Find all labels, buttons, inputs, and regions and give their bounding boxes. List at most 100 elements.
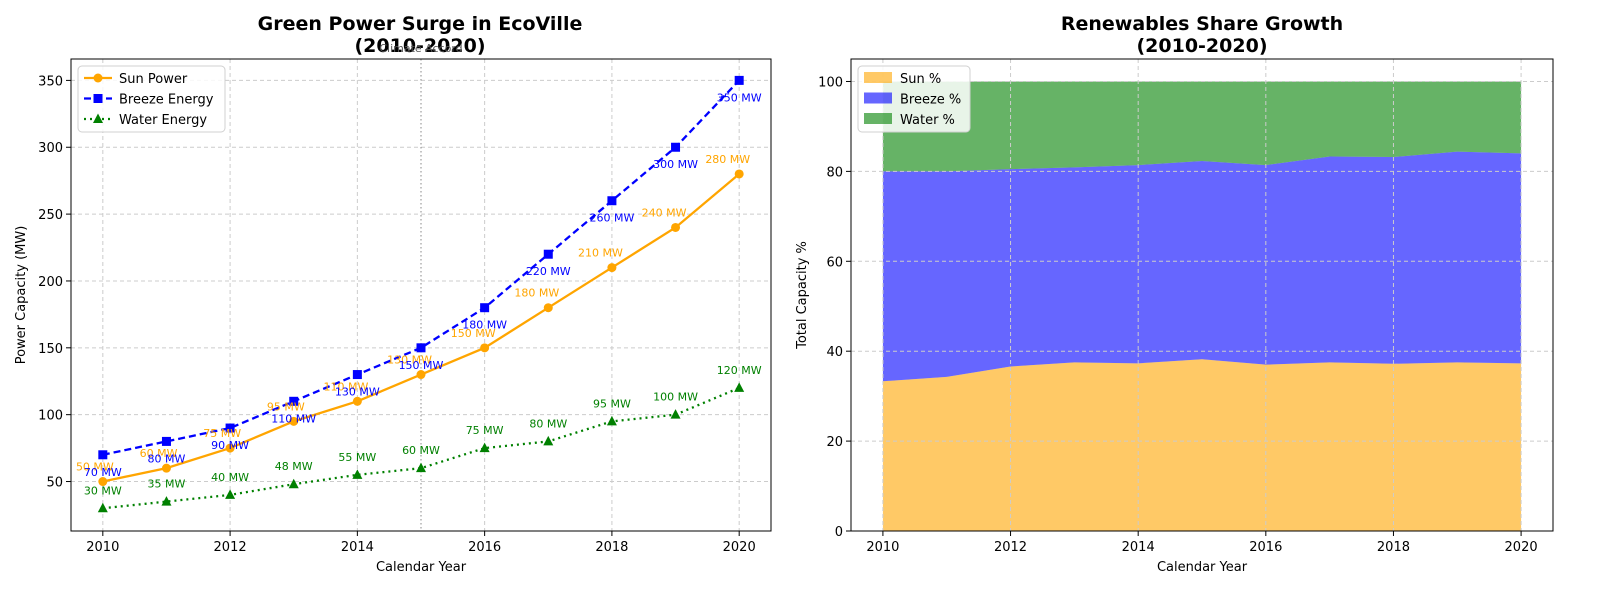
breeze-energy-point-2010 — [98, 450, 108, 460]
breeze-energy-point-2015 — [416, 343, 426, 353]
water-energy-label-2013: 48 MW — [275, 460, 313, 473]
breeze-energy-point-2012 — [225, 423, 235, 433]
breeze-energy-label-2019: 300 MW — [653, 158, 698, 171]
chart2-stacked-areas — [882, 81, 1522, 531]
sun-power-label-2012: 75 MW — [203, 427, 241, 440]
sun-legend-swatch — [864, 72, 892, 83]
chart2-axes-frame — [850, 58, 1554, 532]
sun-power-point-2010 — [98, 477, 108, 487]
water-energy-point-2012 — [225, 489, 236, 499]
chart1-series — [97, 75, 745, 513]
sun-power-label-2020: 280 MW — [705, 153, 750, 166]
breeze-energy-legend-label: Breeze Energy — [119, 93, 214, 108]
breeze-area — [882, 151, 1522, 382]
chart2-xtick-label-2016: 2016 — [1249, 540, 1282, 555]
breeze-energy-point-2016 — [480, 303, 490, 313]
chart1-axes-frame — [70, 58, 772, 532]
chart2-title: Renewables Share Growth — [1061, 13, 1343, 35]
water-energy-label-2020: 120 MW — [717, 364, 762, 377]
breeze-energy-label-2011: 80 MW — [148, 452, 186, 465]
power-capacity-line-chart: Green Power Surge in EcoVille (2010-2020… — [14, 13, 772, 575]
climate-accord-annotation: Climate Accord — [379, 42, 462, 55]
water-energy-label-2018: 95 MW — [593, 397, 631, 410]
water-energy-label-2015: 60 MW — [402, 444, 440, 457]
chart2-xtick-label-2010: 2010 — [866, 540, 899, 555]
sun-power-point-2013 — [289, 416, 299, 426]
water-energy-legend-label: Water Energy — [119, 113, 207, 128]
breeze-energy-point-2018 — [607, 196, 617, 206]
chart1-xtick-label-2010: 2010 — [86, 540, 119, 555]
water-energy-label-2012: 40 MW — [211, 471, 249, 484]
chart2-xtick-label-2020: 2020 — [1505, 540, 1538, 555]
sun-power-label-2010: 50 MW — [76, 461, 114, 474]
water-energy-label-2016: 75 MW — [466, 424, 504, 437]
chart1-xtick-label-2016: 2016 — [468, 540, 501, 555]
breeze-energy-label-2012: 90 MW — [211, 439, 249, 452]
chart2-xlabel: Calendar Year — [1157, 560, 1248, 575]
sun-power-point-2020 — [734, 169, 744, 179]
breeze-energy-label-2010: 70 MW — [84, 466, 122, 479]
sun-power-point-2017 — [543, 303, 553, 313]
breeze-energy-label-2013: 110 MW — [271, 412, 316, 425]
chart2-ytick-label-100: 100 — [818, 75, 843, 90]
sun-power-label-2019: 240 MW — [642, 206, 687, 219]
chart1-legend-box — [77, 65, 226, 133]
water-energy-point-2016 — [479, 442, 490, 453]
chart1-ticks: 2010 2012 2014 2016 2018 2020 50 100 150 200 250 30… — [38, 74, 756, 555]
water-energy-point-2018 — [606, 415, 617, 426]
sun-power-legend-marker — [93, 73, 103, 83]
water-energy-point-2015 — [416, 462, 426, 473]
water-legend-swatch — [864, 113, 892, 124]
water-energy-point-2011 — [161, 496, 172, 506]
chart1-ytick-label-50: 50 — [46, 476, 63, 491]
sun-power-legend-label: Sun Power — [119, 72, 188, 87]
sun-power-label-2017: 180 MW — [514, 287, 559, 300]
chart1-ytick-label-250: 250 — [38, 208, 63, 223]
chart2-xtick-label-2012: 2012 — [994, 540, 1027, 555]
breeze-energy-legend-marker — [93, 94, 103, 103]
chart1-xtick-label-2018: 2018 — [595, 540, 628, 555]
breeze-energy-line — [102, 79, 741, 456]
water-area — [882, 81, 1522, 172]
chart2-ytick-label-20: 20 — [826, 435, 843, 450]
sun-power-label-2016: 150 MW — [451, 327, 496, 340]
sun-power-point-2019 — [671, 222, 681, 232]
sun-power-point-2014 — [352, 396, 362, 406]
breeze-legend-swatch — [864, 92, 892, 104]
chart2-ticks: 2010 2012 2014 2016 2018 2020 0 20 40 60 80 100 — [818, 75, 1537, 555]
breeze-energy-label-2016: 180 MW — [462, 319, 507, 332]
breeze-energy-label-2015: 150 MW — [399, 359, 444, 372]
sun-power-point-2016 — [480, 343, 490, 353]
chart2-xtick-label-2014: 2014 — [1122, 540, 1155, 555]
chart1-ytick-label-300: 300 — [38, 141, 63, 156]
breeze-energy-label-2014: 130 MW — [335, 386, 380, 399]
chart2-subtitle: (2010-2020) — [1136, 35, 1267, 57]
water-legend-label: Water % — [900, 113, 955, 128]
chart1-ylabel: Power Capacity (MW) — [14, 226, 29, 365]
water-energy-point-2019 — [670, 409, 681, 419]
chart2-xtick-label-2018: 2018 — [1377, 540, 1410, 555]
water-energy-point-2014 — [352, 469, 363, 479]
chart1-ytick-label-100: 100 — [38, 409, 63, 424]
breeze-energy-label-2017: 220 MW — [526, 265, 571, 278]
sun-power-point-2011 — [161, 463, 171, 473]
chart1-ytick-label-200: 200 — [38, 275, 63, 290]
chart2-ytick-label-40: 40 — [826, 345, 843, 360]
chart2-ylabel: Total Capacity % — [795, 241, 810, 350]
sun-power-label-2011: 60 MW — [140, 447, 178, 460]
water-energy-point-2017 — [543, 435, 554, 446]
breeze-energy-point-2014 — [352, 370, 362, 380]
breeze-energy-point-2020 — [734, 75, 744, 85]
chart1-legend: Sun Power Breeze Energy Water Energy — [77, 65, 226, 133]
chart1-xtick-label-2012: 2012 — [214, 540, 247, 555]
water-energy-point-2013 — [288, 478, 299, 489]
water-energy-point-2020 — [734, 382, 745, 392]
breeze-energy-point-2011 — [161, 436, 171, 446]
sun-power-point-2018 — [607, 263, 617, 273]
chart2-ytick-label-60: 60 — [826, 255, 843, 270]
water-energy-label-2017: 80 MW — [529, 417, 567, 430]
sun-legend-label: Sun % — [900, 72, 941, 87]
breeze-energy-label-2018: 260 MW — [589, 212, 634, 225]
